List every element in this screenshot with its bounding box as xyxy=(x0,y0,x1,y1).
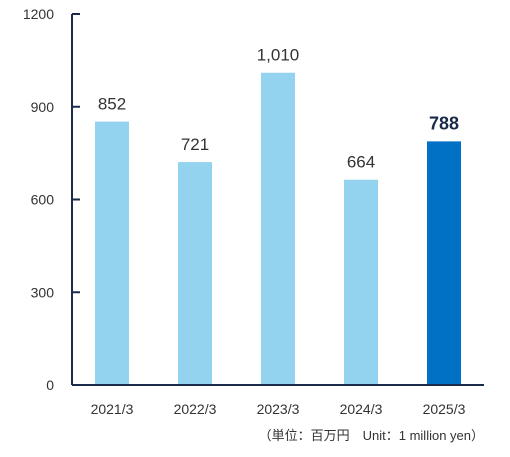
y-tick-label: 900 xyxy=(31,99,55,115)
x-tick-label: 2022/3 xyxy=(174,401,217,417)
y-tick-label: 0 xyxy=(46,377,54,393)
data-label-2024-3: 664 xyxy=(347,153,375,172)
unit-note: （単位：百万円 Unit：1 million yen） xyxy=(259,428,484,443)
axes xyxy=(71,13,484,386)
y-tick-label: 1200 xyxy=(23,6,54,22)
x-tick-label: 2023/3 xyxy=(257,401,300,417)
bar-2024-3 xyxy=(344,179,378,385)
data-label-2023-3: 1,010 xyxy=(257,46,300,65)
y-tick-labels: 0 300 600 900 1200 xyxy=(23,6,54,393)
bar-2025-3 xyxy=(427,141,461,385)
data-labels-layer: 852 721 1,010 664 788 xyxy=(98,46,459,172)
bar-2022-3 xyxy=(178,162,212,385)
bar-2023-3 xyxy=(261,72,295,385)
data-label-2025-3: 788 xyxy=(429,113,459,133)
x-tick-label: 2025/3 xyxy=(423,401,466,417)
y-tick-label: 300 xyxy=(31,284,55,300)
data-label-2022-3: 721 xyxy=(181,135,209,154)
y-tick-label: 600 xyxy=(31,192,55,208)
x-tick-label: 2024/3 xyxy=(340,401,383,417)
bar-2021-3 xyxy=(95,121,129,385)
bars-layer xyxy=(95,72,461,385)
x-tick-labels: 2021/3 2022/3 2023/3 2024/3 2025/3 xyxy=(91,401,466,417)
data-label-2021-3: 852 xyxy=(98,95,126,114)
x-tick-label: 2021/3 xyxy=(91,401,134,417)
